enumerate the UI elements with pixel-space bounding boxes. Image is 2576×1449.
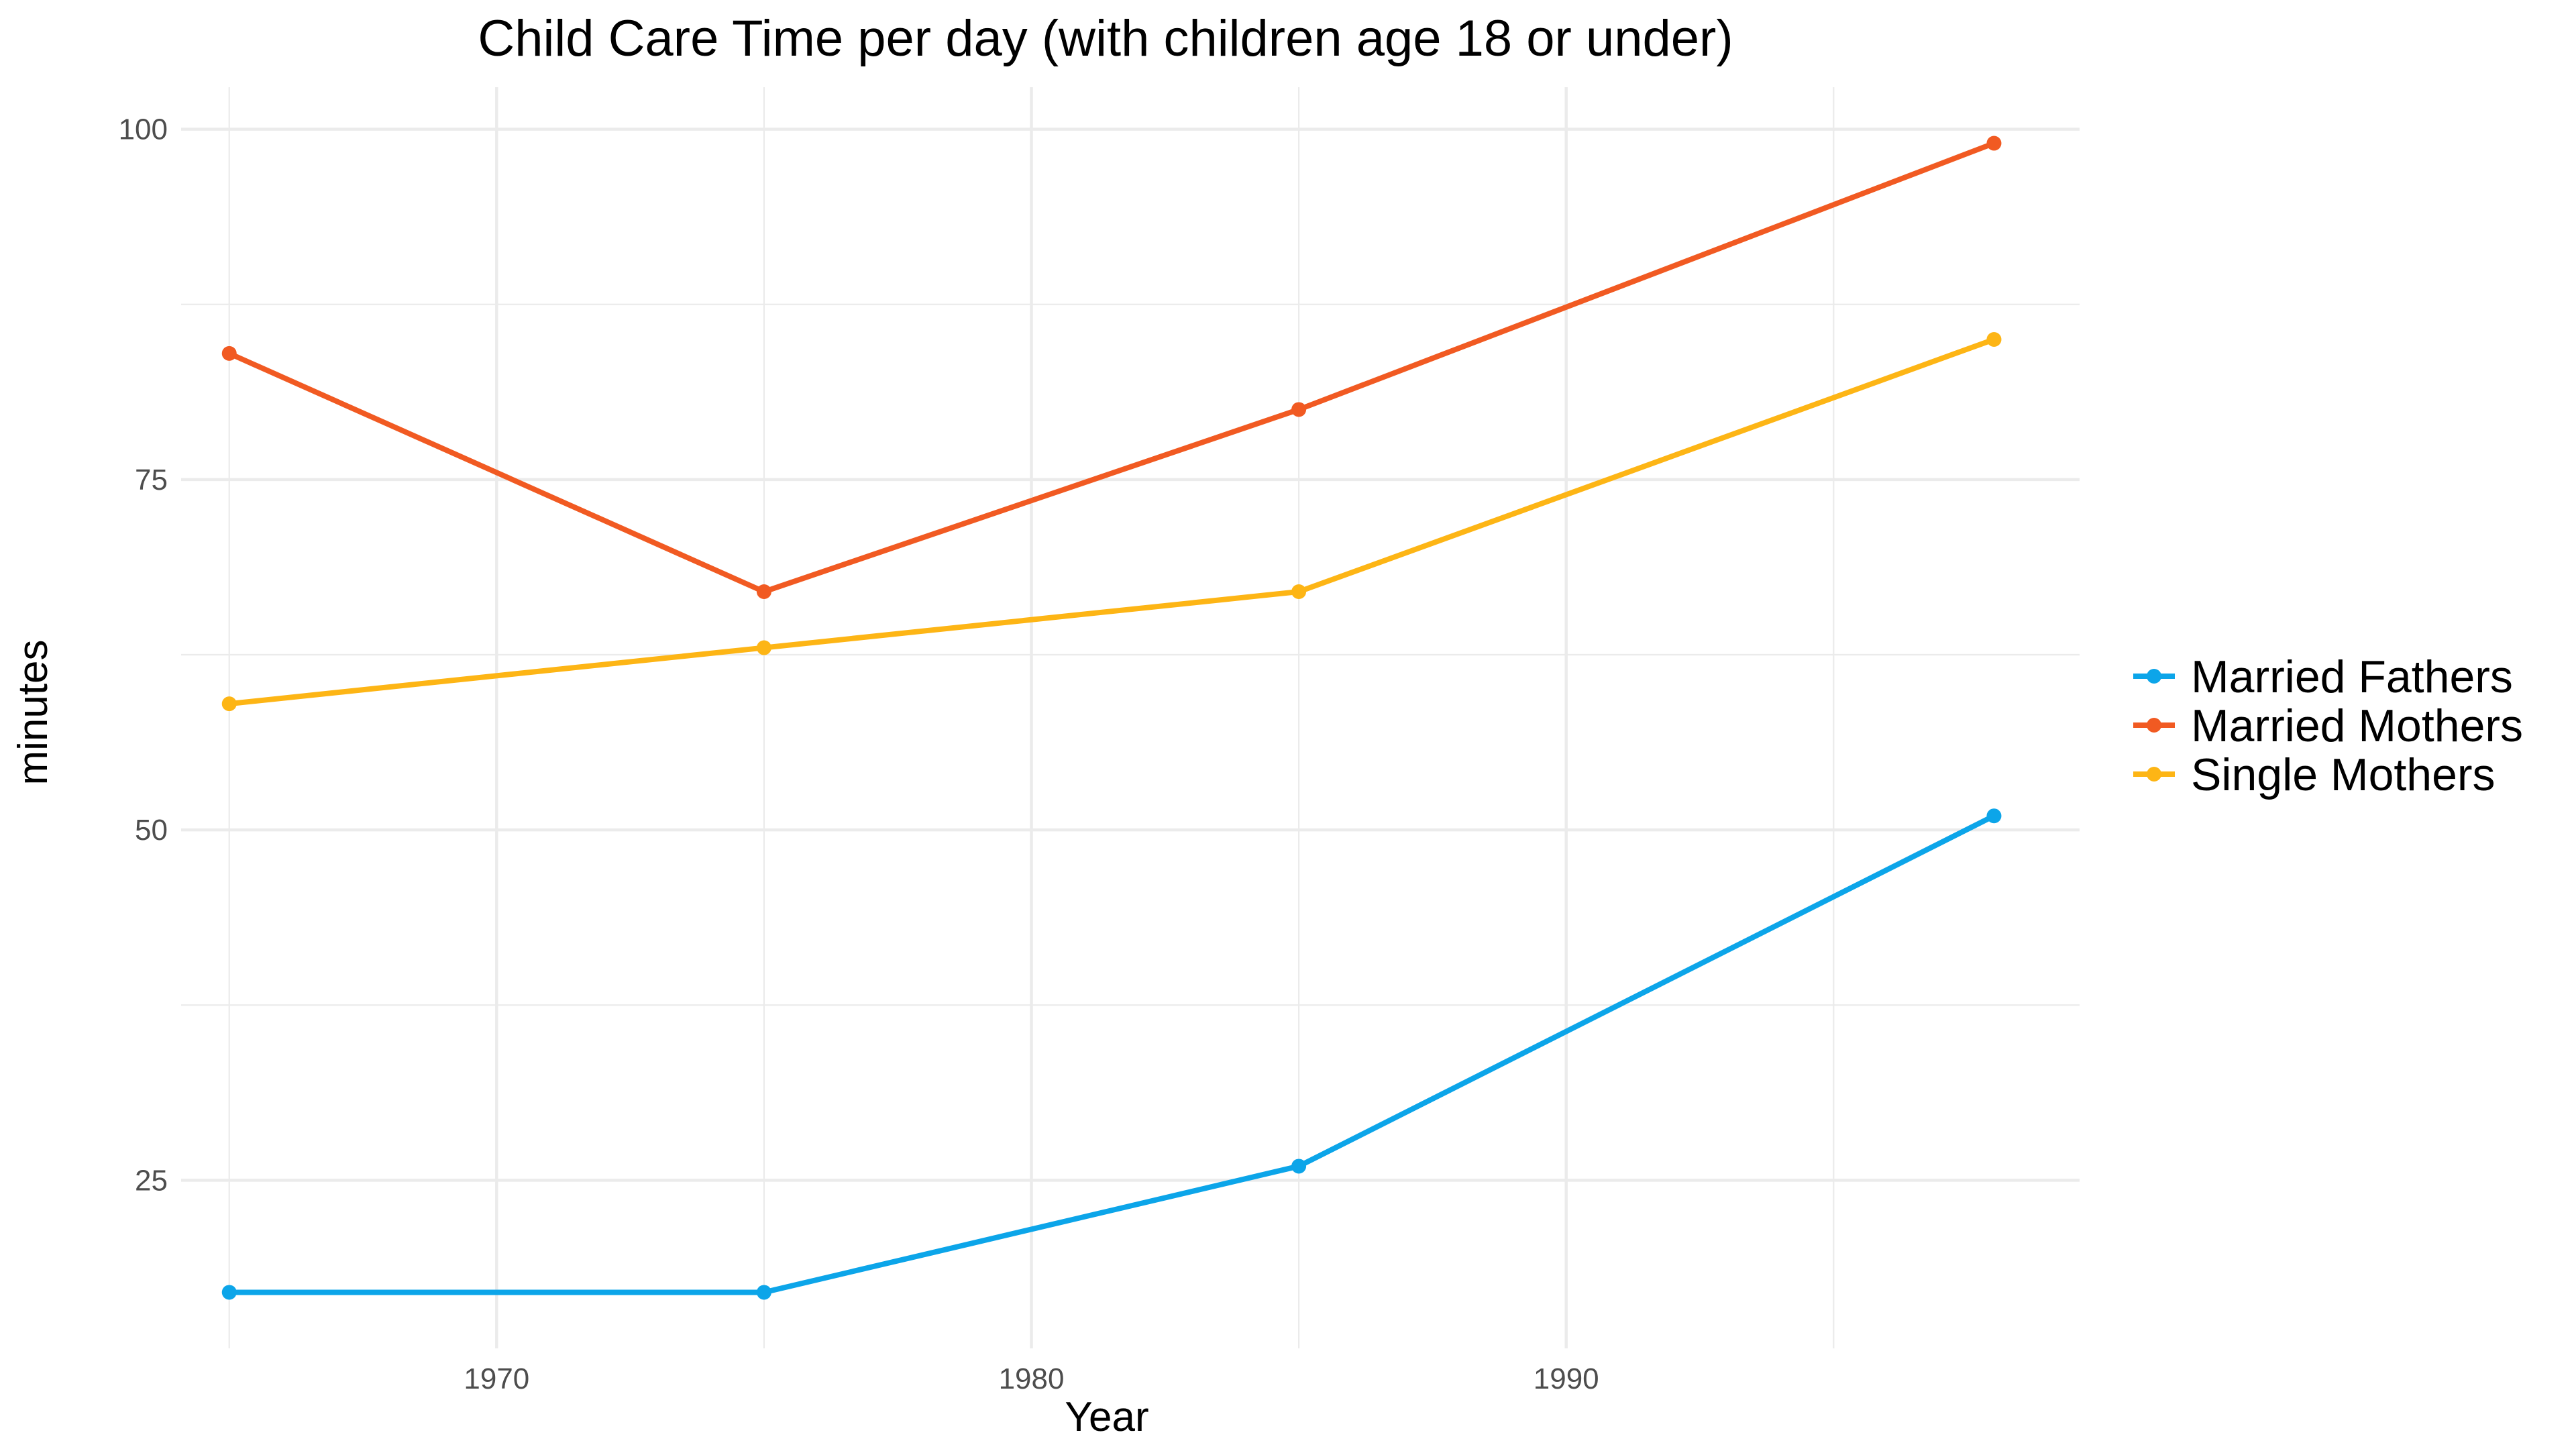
legend-label: Married Fathers — [2191, 651, 2513, 702]
y-tick-label: 100 — [119, 113, 168, 146]
legend-key-point — [2147, 767, 2161, 782]
series-line-married-mothers — [228, 140, 1995, 594]
x-tick-label: 1970 — [464, 1362, 529, 1395]
legend-item-single-mothers: Single Mothers — [2133, 749, 2496, 800]
data-point — [221, 345, 237, 361]
legend-item-married-fathers: Married Fathers — [2133, 651, 2513, 702]
data-point — [221, 1285, 237, 1300]
series-line-single-mothers — [229, 337, 1995, 707]
series-single-mothers — [221, 332, 2002, 712]
y-axis-title: minutes — [10, 639, 56, 785]
legend-label: Single Mothers — [2191, 749, 2496, 800]
series-married-fathers — [221, 808, 2002, 1300]
data-point — [756, 640, 771, 655]
x-tick-label: 1990 — [1534, 1362, 1599, 1395]
legend-label: Married Mothers — [2191, 700, 2523, 751]
chart-title: Child Care Time per day (with children a… — [478, 10, 1733, 67]
legend-key-point — [2147, 718, 2161, 733]
data-point — [756, 584, 771, 599]
series-line-married-fathers — [229, 813, 1996, 1295]
legend-item-married-mothers: Married Mothers — [2133, 700, 2523, 751]
y-tick-label: 75 — [135, 464, 168, 496]
data-point — [1291, 1159, 1307, 1174]
data-point — [1986, 808, 2002, 824]
data-point — [1291, 402, 1307, 417]
x-axis-title: Year — [1065, 1394, 1148, 1440]
y-tick-label: 25 — [135, 1164, 168, 1197]
series-layer — [221, 136, 2002, 1300]
data-point — [756, 1285, 771, 1300]
grid — [181, 87, 2080, 1348]
data-point — [1986, 136, 2002, 151]
data-point — [1986, 332, 2002, 347]
legend-key-point — [2147, 669, 2161, 684]
data-point — [221, 696, 237, 712]
series-married-mothers — [221, 136, 2002, 599]
tick-labels: 1970 1980 1990 25 50 75 100 — [119, 113, 1599, 1395]
y-tick-label: 50 — [135, 814, 168, 847]
data-point — [1291, 584, 1307, 599]
x-tick-label: 1980 — [999, 1362, 1065, 1395]
